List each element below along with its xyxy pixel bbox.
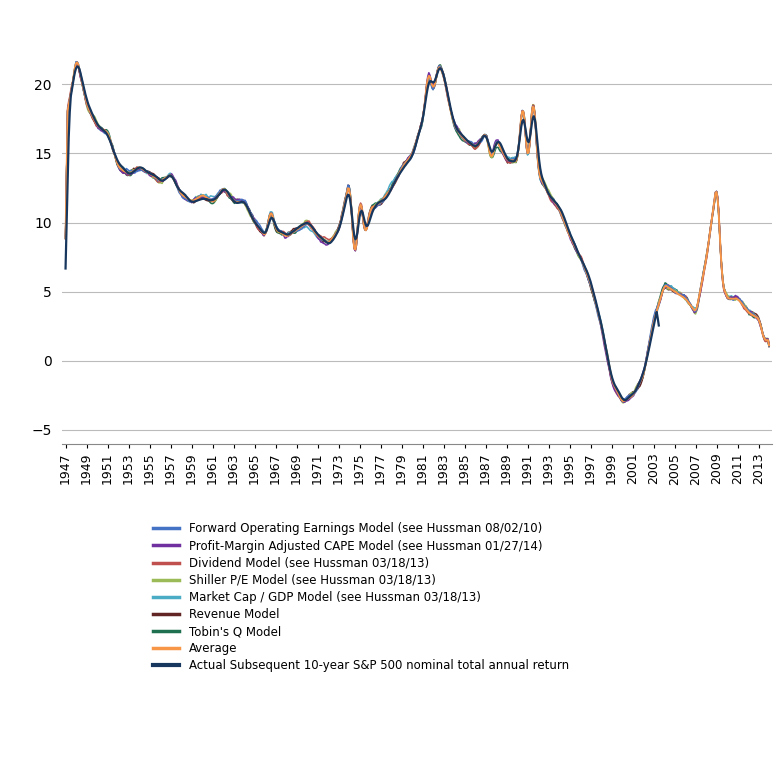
Legend: Forward Operating Earnings Model (see Hussman 08/02/10), Profit-Margin Adjusted : Forward Operating Earnings Model (see Hu… xyxy=(154,522,569,672)
